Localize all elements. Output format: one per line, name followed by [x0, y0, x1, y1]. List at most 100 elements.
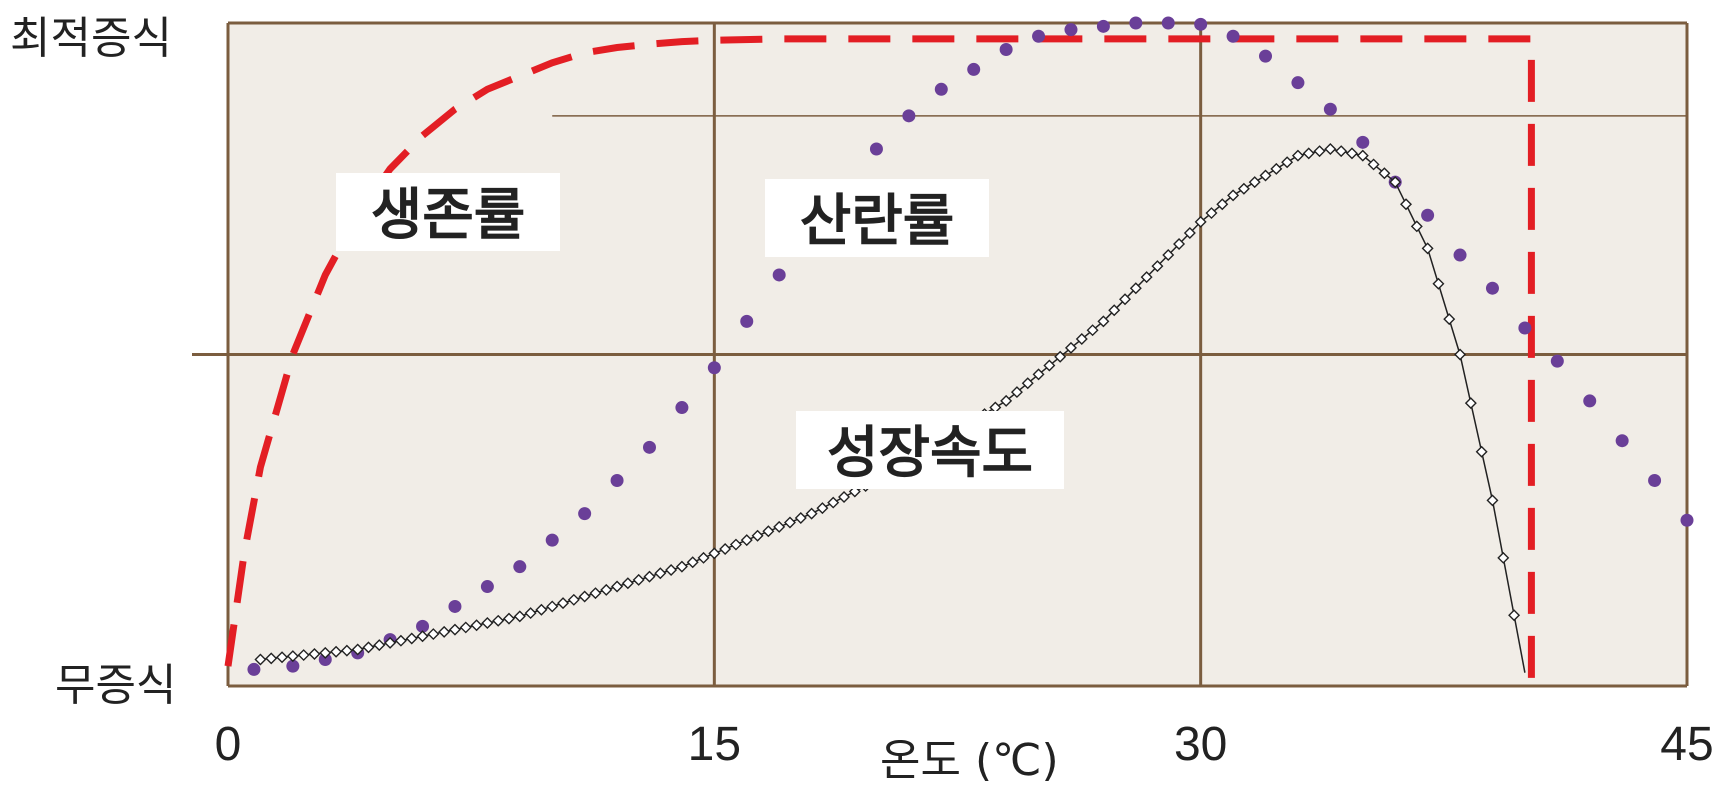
point-spawning-1	[286, 659, 300, 673]
x-tick-label-30: 30	[1174, 718, 1227, 771]
point-growth-82	[1140, 271, 1153, 284]
point-growth-92	[1248, 176, 1261, 189]
point-spawning-41	[1583, 394, 1597, 408]
point-growth-96	[1291, 149, 1304, 162]
point-spawning-15	[740, 314, 754, 328]
point-spawning-11	[610, 473, 624, 487]
point-growth-105	[1389, 176, 1402, 189]
point-spawning-29	[1194, 17, 1208, 31]
point-growth-17	[438, 625, 451, 638]
point-spawning-23	[999, 43, 1013, 57]
point-spawning-5	[416, 619, 430, 633]
point-growth-79	[1108, 304, 1121, 317]
point-growth-14	[405, 632, 418, 645]
point-growth-29	[567, 593, 580, 606]
point-spawning-36	[1421, 208, 1435, 222]
point-growth-94	[1270, 162, 1283, 175]
point-growth-27	[546, 600, 559, 613]
point-growth-34	[621, 577, 634, 590]
point-growth-33	[611, 580, 624, 593]
point-spawning-44	[1680, 513, 1694, 527]
point-spawning-42	[1615, 434, 1629, 448]
point-spawning-12	[642, 440, 656, 454]
point-growth-76	[1075, 333, 1088, 346]
point-growth-31	[589, 587, 602, 600]
point-growth-18	[448, 623, 461, 636]
point-growth-114	[1486, 494, 1499, 507]
point-growth-4	[297, 649, 310, 662]
point-growth-89	[1216, 198, 1229, 211]
point-growth-104	[1378, 167, 1391, 180]
point-growth-45	[740, 534, 753, 547]
point-growth-53	[827, 496, 840, 509]
point-growth-5	[308, 647, 321, 660]
point-growth-99	[1324, 142, 1337, 155]
point-growth-71	[1021, 377, 1034, 390]
point-growth-24	[513, 610, 526, 623]
point-growth-83	[1151, 260, 1164, 273]
point-growth-15	[416, 630, 429, 643]
point-growth-112	[1464, 397, 1477, 410]
point-spawning-10	[578, 507, 592, 521]
point-growth-72	[1032, 368, 1045, 381]
point-growth-54	[838, 491, 851, 504]
point-growth-88	[1205, 207, 1218, 220]
x-tick-label-45: 45	[1660, 718, 1713, 771]
point-growth-103	[1367, 158, 1380, 171]
point-growth-38	[665, 563, 678, 576]
point-spawning-13	[675, 401, 689, 415]
point-growth-77	[1086, 324, 1099, 337]
point-growth-100	[1335, 145, 1348, 158]
series-survival	[224, 35, 1535, 686]
series-label-box-1	[765, 179, 989, 257]
point-spawning-16	[772, 268, 786, 282]
point-growth-3	[286, 650, 299, 663]
point-growth-26	[535, 603, 548, 616]
point-spawning-33	[1323, 102, 1337, 116]
series-spawning	[247, 16, 1694, 676]
point-growth-95	[1281, 156, 1294, 169]
point-spawning-30	[1226, 29, 1240, 43]
point-growth-102	[1356, 149, 1369, 162]
point-growth-12	[384, 636, 397, 649]
series-label-box-0	[336, 173, 560, 251]
point-growth-32	[600, 583, 613, 596]
point-growth-97	[1302, 147, 1315, 160]
point-spawning-28	[1161, 16, 1175, 30]
point-growth-23	[503, 612, 515, 625]
point-growth-86	[1183, 226, 1196, 239]
point-spawning-2	[318, 652, 332, 666]
point-growth-50	[794, 512, 807, 525]
point-growth-111	[1454, 348, 1467, 361]
point-spawning-6	[448, 599, 462, 613]
series-label-1: 산란률	[800, 189, 955, 254]
point-growth-46	[751, 529, 764, 542]
point-growth-35	[632, 573, 645, 586]
x-tick-label-15: 15	[688, 718, 741, 771]
point-growth-43	[719, 542, 732, 555]
point-spawning-0	[247, 662, 261, 676]
point-spawning-32	[1291, 76, 1305, 90]
point-growth-37	[654, 567, 667, 580]
point-growth-39	[675, 560, 688, 573]
point-spawning-39	[1518, 321, 1532, 335]
point-growth-48	[773, 520, 786, 533]
point-growth-108	[1421, 242, 1434, 255]
point-growth-70	[1010, 386, 1023, 399]
point-growth-52	[816, 502, 829, 515]
point-growth-81	[1129, 282, 1142, 295]
point-spawning-20	[902, 109, 916, 123]
point-growth-69	[1000, 394, 1013, 407]
point-growth-78	[1097, 315, 1110, 328]
series-line-survival	[224, 35, 1535, 686]
point-growth-107	[1410, 220, 1423, 233]
point-spawning-31	[1259, 49, 1273, 63]
point-growth-90	[1227, 189, 1240, 202]
point-spawning-25	[1064, 23, 1078, 37]
point-growth-51	[805, 507, 818, 520]
y-top-label: 최적증식	[10, 13, 172, 64]
point-growth-16	[427, 628, 440, 641]
point-spawning-27	[1129, 16, 1143, 30]
point-growth-13	[394, 634, 407, 647]
